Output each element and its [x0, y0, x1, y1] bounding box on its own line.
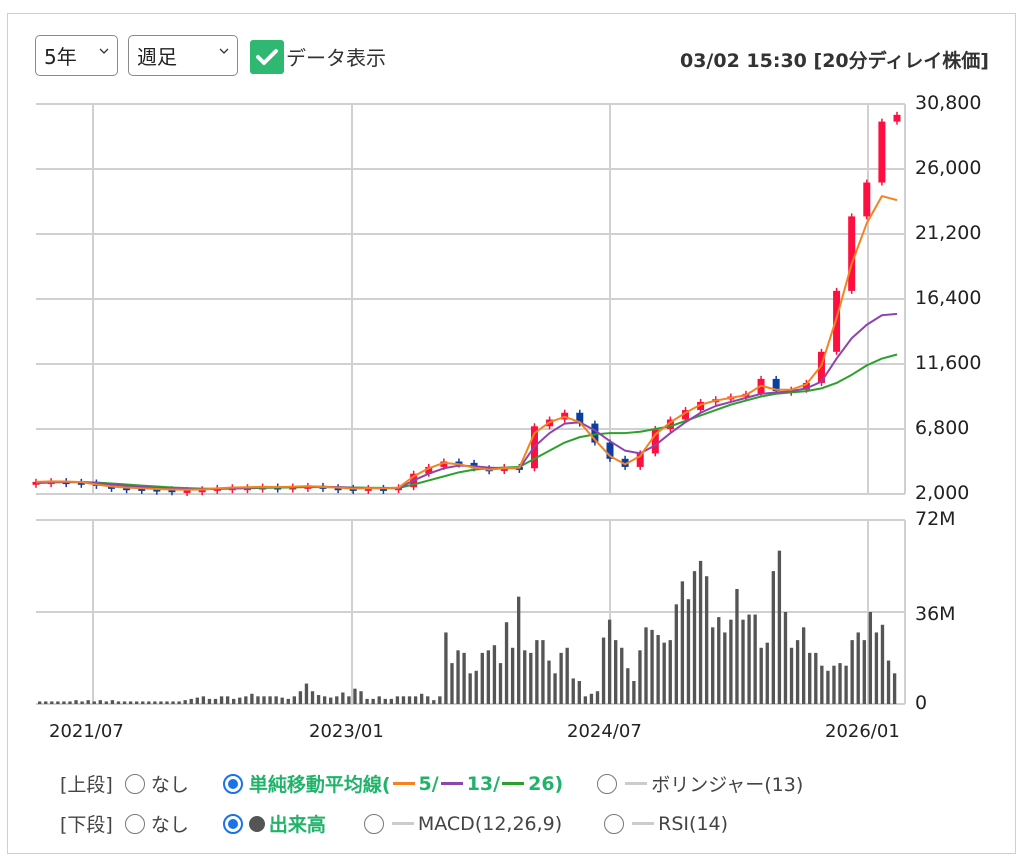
volume-dot-icon: [248, 815, 265, 832]
price-tick: 2,000: [915, 482, 970, 504]
price-tick: 30,800: [915, 92, 982, 114]
chart-widget-frame: [7, 13, 1016, 854]
price-tick: 6,800: [915, 417, 970, 439]
lower-volume-option[interactable]: 出来高: [222, 810, 326, 837]
bollinger-line-icon: [625, 782, 648, 785]
sma-label: 単純移動平均線(: [248, 774, 391, 796]
macd-line-icon: [391, 822, 414, 825]
volume-tick: 36M: [915, 603, 956, 625]
option-label: なし: [150, 814, 189, 836]
interval-select[interactable]: 週足: [128, 35, 238, 76]
upper-bollinger-option[interactable]: ボリンジャー(13): [597, 770, 803, 797]
lower-rsi-option[interactable]: RSI(14): [604, 813, 728, 835]
price-tick: 26,000: [915, 157, 982, 179]
radio-button-selected[interactable]: [222, 773, 243, 794]
x-tick: 2021/07: [49, 721, 124, 742]
volume-bars: [38, 550, 897, 704]
radio-button[interactable]: [124, 773, 145, 794]
moving-average-lines: [35, 195, 898, 491]
x-tick: 2026/01: [825, 721, 900, 742]
chevron-down-icon: [99, 48, 109, 54]
price-tick: 21,200: [915, 222, 982, 244]
chevron-down-icon: [219, 48, 229, 54]
sma5-label: 5/: [418, 772, 439, 795]
lower-panel-options: [下段] なし 出来高 MACD(12,26,9) RSI(14): [60, 810, 728, 837]
lower-macd-option[interactable]: MACD(12,26,9): [363, 812, 563, 835]
lower-none-option[interactable]: なし: [124, 810, 189, 837]
lower-panel-label: [下段]: [60, 814, 113, 836]
price-tick: 11,600: [915, 352, 982, 374]
data-display-checkbox[interactable]: [250, 40, 284, 74]
sma5-line-icon: [392, 782, 415, 785]
upper-panel-label: [上段]: [60, 774, 113, 796]
checkmark-icon: [256, 49, 278, 65]
rsi-label: RSI(14): [658, 812, 729, 835]
interval-select-value: 週足: [137, 45, 177, 69]
x-tick: 2023/01: [309, 721, 384, 742]
sma13-line-icon: [440, 782, 463, 785]
volume-label: 出来高: [268, 814, 326, 836]
price-tick: 16,400: [915, 287, 982, 309]
data-display-label[interactable]: データ表示: [286, 46, 386, 70]
radio-button[interactable]: [604, 813, 625, 834]
radio-button[interactable]: [124, 813, 145, 834]
radio-button[interactable]: [597, 773, 618, 794]
period-select[interactable]: 5年: [35, 35, 118, 76]
radio-button-selected[interactable]: [222, 813, 243, 834]
sma26-label: 26): [528, 772, 564, 795]
volume-tick: 72M: [915, 508, 956, 530]
timestamp-delay-label: 03/02 15:30 [20分ディレイ株価]: [679, 50, 989, 72]
volume-tick: 0: [915, 692, 928, 714]
chart-grid: [36, 103, 906, 705]
radio-button[interactable]: [363, 813, 384, 834]
bollinger-label: ボリンジャー(13): [651, 774, 804, 796]
macd-label: MACD(12,26,9): [417, 812, 563, 835]
upper-none-option[interactable]: なし: [124, 770, 189, 797]
period-select-value: 5年: [44, 45, 77, 69]
x-tick: 2024/07: [567, 721, 642, 742]
sma26-line-icon: [502, 782, 525, 785]
upper-panel-options: [上段] なし 単純移動平均線( 5/ 13/ 26) ボリンジャー(13): [60, 770, 803, 797]
rsi-line-icon: [632, 822, 655, 825]
option-label: なし: [150, 774, 189, 796]
upper-sma-option[interactable]: 単純移動平均線( 5/ 13/ 26): [222, 770, 564, 797]
sma13-label: 13/: [466, 772, 501, 795]
